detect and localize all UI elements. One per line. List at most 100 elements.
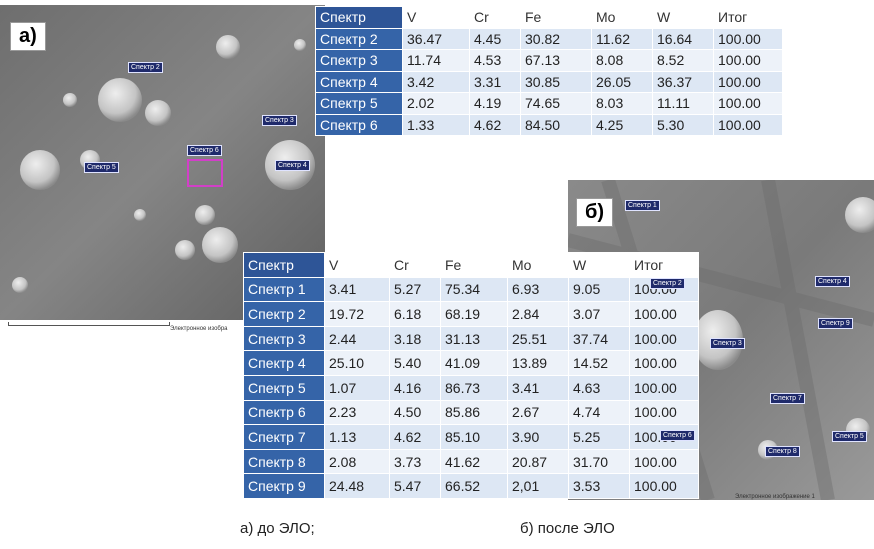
data-row: Спектр 8 2.08 3.73 41.62 20.87 31.70 100.00 (243, 448, 699, 475)
row-label: Спектр 4 (315, 70, 403, 93)
data-cell: 4.62 (469, 113, 521, 136)
data-row: Спектр 6 2.23 4.50 85.86 2.67 4.74 100.00 (243, 399, 699, 426)
data-cell: 100.00 (629, 325, 699, 352)
data-cell: 2.84 (507, 301, 569, 327)
data-row: Спектр 4 25.10 5.40 41.09 13.89 14.52 100.00 (243, 350, 699, 376)
spectrum-tag: Спектр 2 (128, 62, 163, 73)
data-cell: 37.74 (568, 325, 630, 352)
data-cell: 25.10 (324, 350, 390, 376)
header-cell: Спектр (243, 252, 325, 278)
data-cell: 1.13 (324, 424, 390, 450)
data-cell: 2.23 (324, 399, 390, 426)
data-cell: 100.00 (629, 350, 699, 376)
data-cell: 2.67 (507, 399, 569, 426)
row-label: Спектр 5 (315, 92, 403, 115)
spectrum-tag: Спектр 5 (832, 431, 867, 442)
row-label: Спектр 2 (315, 27, 403, 50)
data-cell: 30.82 (520, 27, 592, 50)
spectrum-tag: Спектр 7 (770, 393, 805, 404)
data-cell: 100.00 (713, 92, 783, 115)
data-cell: 100.00 (629, 374, 699, 401)
data-cell: 6.93 (507, 276, 569, 303)
data-cell: 36.37 (652, 70, 714, 93)
header-cell: Mo (591, 6, 653, 29)
data-cell: 100.00 (713, 49, 783, 72)
composition-table: Спектр V Cr Fe Mo W Итог Спектр 1 3.41 5.27 75.34 6… (243, 252, 699, 499)
spectrum-tag: Спектр 4 (275, 160, 310, 171)
data-cell: 100.00 (629, 448, 699, 475)
row-label: Спектр 3 (243, 325, 325, 352)
spectrum-tag: Спектр 9 (818, 318, 853, 329)
data-cell: 3.53 (568, 473, 630, 499)
data-cell: 6.18 (389, 301, 441, 327)
header-cell: W (568, 252, 630, 278)
sem-image-a (0, 5, 325, 320)
data-cell: 1.07 (324, 374, 390, 401)
header-cell: V (402, 6, 470, 29)
data-cell: 3.73 (389, 448, 441, 475)
spectrum-tag: Спектр 3 (710, 338, 745, 349)
data-cell: 31.13 (440, 325, 508, 352)
header-cell: Fe (440, 252, 508, 278)
data-cell: 3.42 (402, 70, 470, 93)
header-row: Спектр V Cr Fe Mo W Итог (315, 6, 783, 29)
data-cell: 31.70 (568, 448, 630, 475)
header-cell: W (652, 6, 714, 29)
composition-table: Спектр V Cr Fe Mo W Итог Спектр 2 36.47 4.45 30.82… (315, 6, 783, 136)
data-cell: 100.00 (629, 301, 699, 327)
data-cell: 100.00 (713, 27, 783, 50)
data-cell: 2.44 (324, 325, 390, 352)
data-row: Спектр 7 1.13 4.62 85.10 3.90 5.25 100.00 (243, 424, 699, 450)
data-cell: 66.52 (440, 473, 508, 499)
data-cell: 8.52 (652, 49, 714, 72)
data-cell: 20.87 (507, 448, 569, 475)
spectrum-tag: Спектр 6 (187, 145, 222, 156)
header-cell: Спектр (315, 6, 403, 29)
data-cell: 75.34 (440, 276, 508, 303)
table-body: Спектр V Cr Fe Mo W Итог Спектр 2 36.47 4.45 30.82… (315, 6, 783, 136)
row-label: Спектр 6 (315, 113, 403, 136)
data-cell: 3.18 (389, 325, 441, 352)
data-cell: 100.00 (713, 113, 783, 136)
data-cell: 85.86 (440, 399, 508, 426)
data-cell: 4.50 (389, 399, 441, 426)
spectrum-tag: Спектр 4 (815, 276, 850, 287)
data-cell: 14.52 (568, 350, 630, 376)
row-label: Спектр 3 (315, 49, 403, 72)
row-label: Спектр 2 (243, 301, 325, 327)
data-cell: 4.53 (469, 49, 521, 72)
spectrum-tag: Спектр 5 (84, 162, 119, 173)
row-label: Спектр 9 (243, 473, 325, 499)
data-cell: 8.03 (591, 92, 653, 115)
data-cell: 1.33 (402, 113, 470, 136)
data-cell: 13.89 (507, 350, 569, 376)
data-cell: 19.72 (324, 301, 390, 327)
data-row: Спектр 4 3.42 3.31 30.85 26.05 36.37 100.00 (315, 70, 783, 93)
data-row: Спектр 6 1.33 4.62 84.50 4.25 5.30 100.00 (315, 113, 783, 136)
data-row: Спектр 5 1.07 4.16 86.73 3.41 4.63 100.00 (243, 374, 699, 401)
data-cell: 2.02 (402, 92, 470, 115)
row-label: Спектр 7 (243, 424, 325, 450)
data-cell: 36.47 (402, 27, 470, 50)
data-cell: 3.41 (507, 374, 569, 401)
data-cell: 4.74 (568, 399, 630, 426)
data-cell: 3.41 (324, 276, 390, 303)
data-row: Спектр 3 2.44 3.18 31.13 25.51 37.74 100.00 (243, 325, 699, 352)
data-cell: 4.62 (389, 424, 441, 450)
data-cell: 67.13 (520, 49, 592, 72)
data-cell: 9.05 (568, 276, 630, 303)
data-cell: 4.63 (568, 374, 630, 401)
data-row: Спектр 9 24.48 5.47 66.52 2,01 3.53 100.00 (243, 473, 699, 499)
data-cell: 41.09 (440, 350, 508, 376)
header-row: Спектр V Cr Fe Mo W Итог (243, 252, 699, 278)
data-cell: 100.00 (629, 473, 699, 499)
data-cell: 74.65 (520, 92, 592, 115)
spectrum-tag: Спектр 2 (650, 278, 685, 289)
header-cell: Итог (713, 6, 783, 29)
data-cell: 26.05 (591, 70, 653, 93)
data-cell: 4.45 (469, 27, 521, 50)
header-cell: Fe (520, 6, 592, 29)
data-cell: 16.64 (652, 27, 714, 50)
table-body: Спектр V Cr Fe Mo W Итог Спектр 1 3.41 5.27 75.34 6… (243, 252, 699, 499)
